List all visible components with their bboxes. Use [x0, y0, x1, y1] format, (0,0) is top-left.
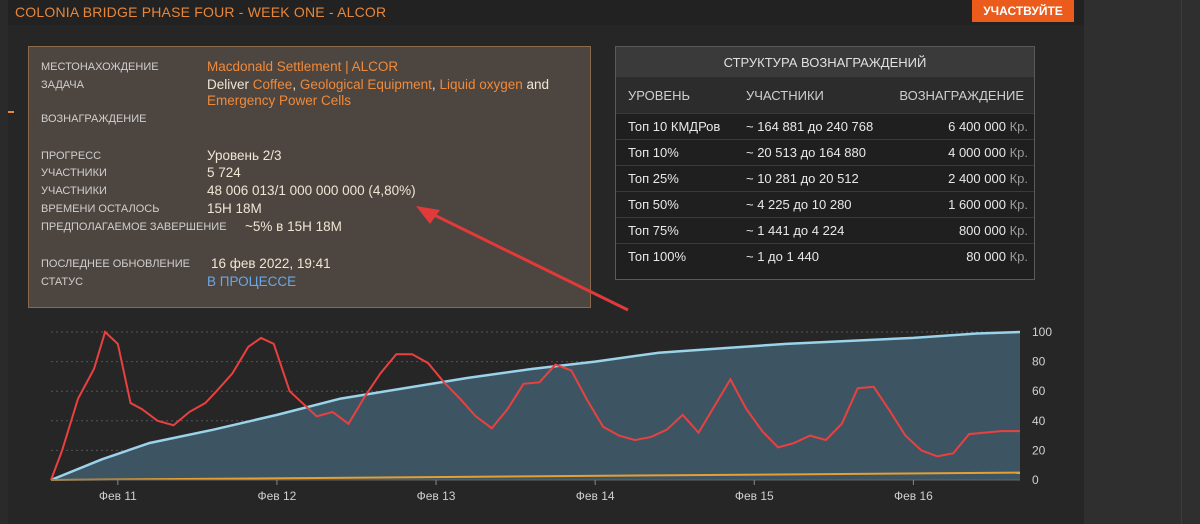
row-participants: ~ 4 225 до 10 280 — [746, 197, 852, 212]
row-amount-value: 1 600 000 — [948, 197, 1006, 212]
row-level: Топ 10% — [628, 145, 679, 160]
row-level: Топ 100% — [628, 249, 687, 264]
currency-label: Кр. — [1009, 171, 1028, 186]
y-tick-label: 0 — [1032, 473, 1039, 487]
task-separator: , — [431, 77, 440, 92]
col-level-header: УРОВЕНЬ — [628, 88, 691, 103]
row-level: Топ 25% — [628, 171, 679, 186]
row-level: Топ 10 КМДРов — [628, 119, 721, 134]
x-tick-label: Фев 13 — [417, 489, 456, 503]
y-tick-label: 60 — [1032, 384, 1046, 398]
join-button[interactable]: УЧАСТВУЙТЕ — [972, 0, 1074, 22]
right-gutter — [1084, 0, 1200, 524]
goal-info-box: МЕСТОНАХОЖДЕНИЕ Macdonald Settlement | A… — [28, 46, 591, 308]
reward-structure-table: СТРУКТУРА ВОЗНАГРАЖДЕНИЙ УРОВЕНЬ УЧАСТНИ… — [615, 46, 1035, 280]
y-tick-label: 40 — [1032, 414, 1046, 428]
reward-table-header: УРОВЕНЬ УЧАСТНИКИ ВОЗНАГРАЖДЕНИЕ — [616, 77, 1034, 113]
contributions-value: 48 006 013/1 000 000 000 (4,80%) — [207, 183, 416, 198]
task-deliver: Deliver — [207, 77, 250, 92]
row-amount-value: 4 000 000 — [948, 145, 1006, 160]
location-label: МЕСТОНАХОЖДЕНИЕ — [41, 61, 159, 73]
y-tick-label: 80 — [1032, 355, 1046, 369]
task-item-geological[interactable]: Geological Equipment — [299, 77, 432, 92]
currency-label: Кр. — [1009, 223, 1028, 238]
task-label: ЗАДАЧА — [41, 79, 84, 91]
table-row: Топ 75% ~ 1 441 до 4 224 800 000 Кр. — [616, 217, 1034, 244]
x-tick-label: Фев 15 — [735, 489, 774, 503]
col-participants-header: УЧАСТНИКИ — [746, 88, 824, 103]
x-tick-label: Фев 14 — [576, 489, 615, 503]
row-amount-value: 2 400 000 — [948, 171, 1006, 186]
last-update-value: 16 фев 2022, 19:41 — [211, 256, 331, 271]
row-amount: 4 000 000 Кр. — [948, 145, 1028, 160]
status-label: СТАТУС — [41, 276, 84, 288]
row-participants: ~ 20 513 до 164 880 — [746, 145, 866, 160]
chart-axis-labels: 0 20 40 60 80 100 Фев 11 Фев 12 Фев 13 Фев 14 Фев … — [51, 325, 1052, 503]
row-amount: 800 000 Кр. — [959, 223, 1028, 238]
expected-completion-value: ~5% в 15H 18M — [245, 219, 342, 234]
progress-value: Уровень 2/3 — [207, 148, 282, 163]
progress-area — [51, 332, 1020, 480]
currency-label: Кр. — [1009, 145, 1028, 160]
row-amount: 6 400 000 Кр. — [948, 119, 1028, 134]
location-value[interactable]: Macdonald Settlement | ALCOR — [207, 59, 399, 74]
series-line-1 — [50, 330, 1020, 481]
right-divider — [1181, 0, 1182, 524]
task-item-oxygen[interactable]: Liquid oxygen — [439, 77, 523, 92]
table-row: Топ 25% ~ 10 281 до 20 512 2 400 000 Кр. — [616, 165, 1034, 192]
row-amount-value: 80 000 — [966, 249, 1006, 264]
table-row: Топ 50% ~ 4 225 до 10 280 1 600 000 Кр. — [616, 191, 1034, 218]
reward-table-title: СТРУКТУРА ВОЗНАГРАЖДЕНИЙ — [616, 47, 1034, 77]
status-value: В ПРОЦЕССЕ — [207, 274, 297, 289]
row-amount: 80 000 Кр. — [966, 249, 1028, 264]
row-participants: ~ 10 281 до 20 512 — [746, 171, 859, 186]
task-separator: , — [292, 77, 300, 92]
row-amount-value: 6 400 000 — [948, 119, 1006, 134]
row-amount: 1 600 000 Кр. — [948, 197, 1028, 212]
row-amount: 2 400 000 Кр. — [948, 171, 1028, 186]
row-amount-value: 800 000 — [958, 223, 1006, 238]
task-item-power-cells[interactable]: Emergency Power Cells — [207, 93, 352, 108]
progress-label: ПРОГРЕСС — [41, 150, 102, 162]
x-tick-label: Фев 11 — [99, 489, 137, 503]
col-reward-header: ВОЗНАГРАЖДЕНИЕ — [899, 88, 1024, 103]
series-line-0 — [50, 330, 1021, 482]
table-row: Топ 10% ~ 20 513 до 164 880 4 000 000 Кр… — [616, 139, 1034, 166]
row-level: Топ 75% — [628, 223, 679, 238]
page-title: COLONIA BRIDGE PHASE FOUR - WEEK ONE - A… — [15, 4, 387, 20]
contributions-label: УЧАСТНИКИ — [41, 185, 107, 197]
reward-label: ВОЗНАГРАЖДЕНИЕ — [41, 113, 147, 125]
task-item-coffee[interactable]: Coffee — [252, 77, 293, 92]
x-tick-label: Фев 16 — [894, 489, 933, 503]
progress-chart: 0 20 40 60 80 100 Фев 11 Фев 12 Фев 13 Фев 14 Фев … — [50, 325, 1052, 503]
participants-label: УЧАСТНИКИ — [41, 167, 107, 179]
expected-completion-label: ПРЕДПОЛАГАЕМОЕ ЗАВЕРШЕНИЕ — [41, 221, 227, 233]
y-tick-label: 100 — [1032, 325, 1052, 339]
last-update-label: ПОСЛЕДНЕЕ ОБНОВЛЕНИЕ — [41, 258, 190, 270]
row-participants: ~ 164 881 до 240 768 — [746, 119, 874, 134]
x-tick-label: Фев 12 — [258, 489, 297, 503]
time-left-label: ВРЕМЕНИ ОСТАЛОСЬ — [41, 203, 160, 215]
row-level: Топ 50% — [628, 197, 679, 212]
time-left-value: 15H 18M — [207, 201, 262, 216]
participants-value: 5 724 — [207, 165, 241, 180]
left-gutter — [0, 0, 8, 524]
row-participants: ~ 1 до 1 440 — [746, 249, 820, 264]
title-bar: COLONIA BRIDGE PHASE FOUR - WEEK ONE - A… — [8, 0, 1084, 25]
task-and: and — [526, 77, 550, 92]
left-marker — [8, 111, 14, 113]
table-row: Топ 10 КМДРов ~ 164 881 до 240 768 6 400… — [616, 113, 1034, 140]
table-row: Топ 100% ~ 1 до 1 440 80 000 Кр. — [616, 243, 1034, 270]
currency-label: Кр. — [1009, 197, 1028, 212]
currency-label: Кр. — [1009, 119, 1028, 134]
chart-series — [50, 330, 1021, 482]
currency-label: Кр. — [1009, 249, 1028, 264]
series-line-2 — [50, 471, 1021, 481]
task-value: Deliver Coffee, Geological Equipment, Li… — [207, 77, 577, 109]
row-participants: ~ 1 441 до 4 224 — [746, 223, 845, 238]
y-tick-label: 20 — [1032, 443, 1046, 457]
